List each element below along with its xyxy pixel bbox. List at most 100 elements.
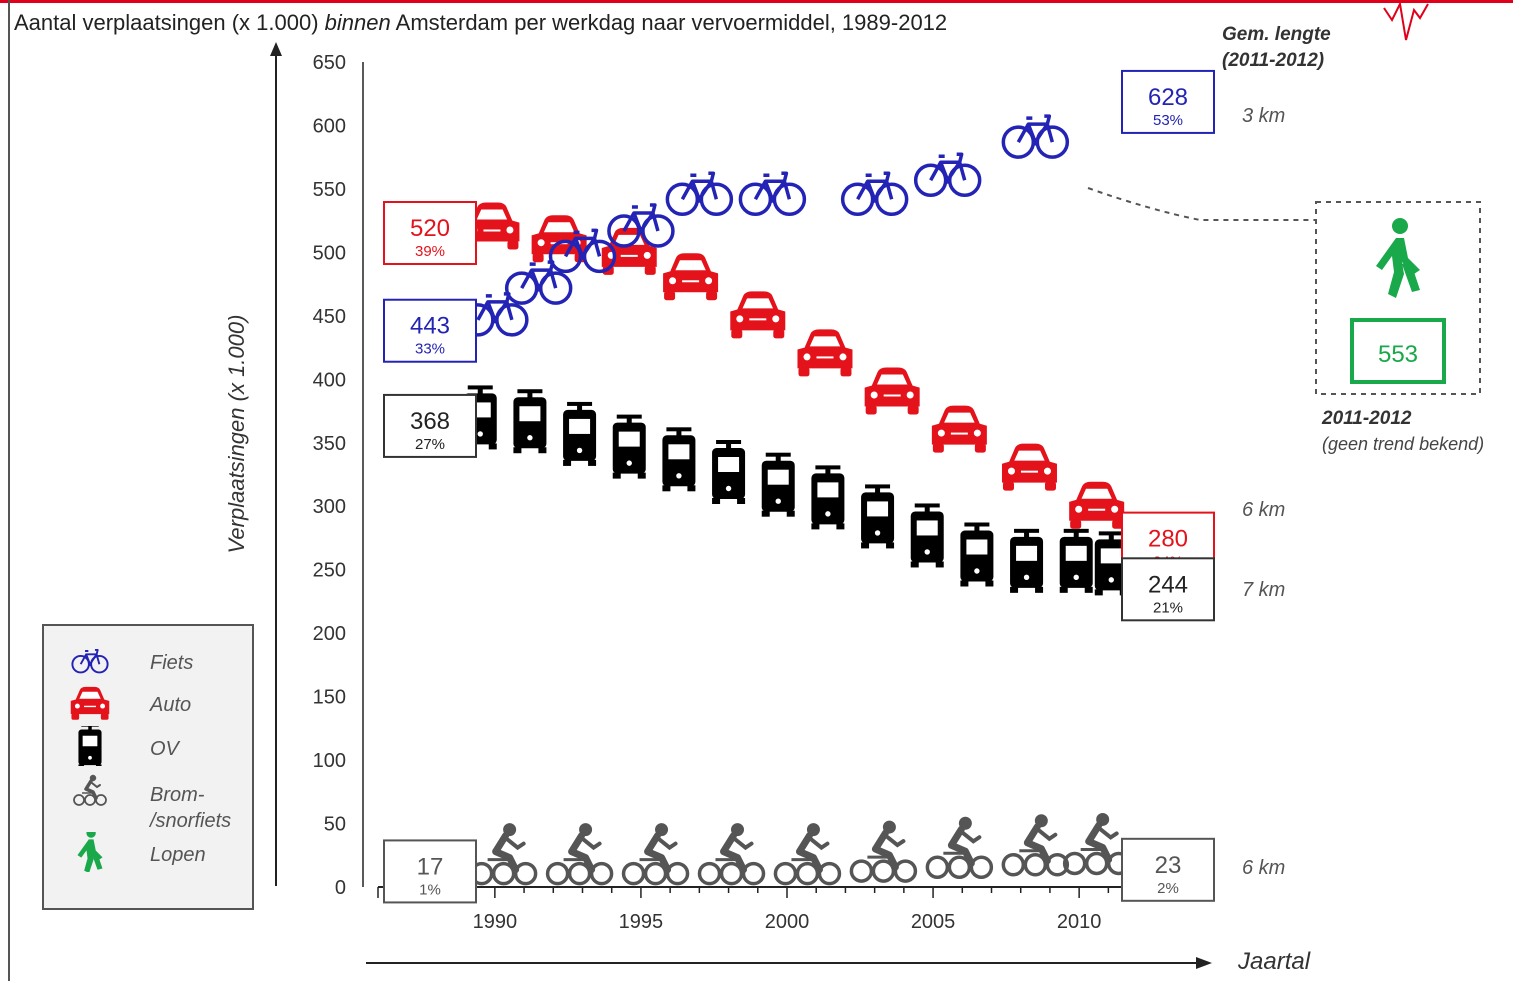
tram-marker <box>1010 528 1044 593</box>
tram-marker <box>612 414 646 479</box>
decorative-squiggle <box>1383 0 1429 41</box>
car-marker <box>931 405 987 453</box>
tram-end-box-share: 21% <box>1153 599 1183 616</box>
walking-dashed-box <box>1315 201 1481 395</box>
y-tick-label: 150 <box>313 687 346 709</box>
y-tick-label: 100 <box>313 750 346 772</box>
y-tick-label: 650 <box>313 52 346 74</box>
moped-end-box-share: 2% <box>1157 880 1179 897</box>
tram-marker <box>662 427 696 492</box>
legend-item-lopen: Lopen <box>44 832 254 872</box>
tram-end-box-frame <box>1121 557 1215 622</box>
moped-end-box: 232% <box>1121 837 1215 902</box>
bike-marker <box>840 171 909 217</box>
tram-marker <box>563 401 597 466</box>
legend-label: Fiets <box>150 652 194 674</box>
legend-label: OV <box>150 738 179 760</box>
bicycle-icon-glyph <box>71 648 109 674</box>
avg-length-header-line1: Gem. lengte <box>1222 24 1331 45</box>
pedestrian-icon <box>77 832 103 872</box>
moped-start-box-frame <box>383 839 477 904</box>
legend-item-brom: Brom- /snorfiets <box>44 772 254 832</box>
car-start-box-share: 39% <box>415 243 445 260</box>
tram-marker <box>761 452 795 517</box>
title-part-1: Aantal verplaatsingen (x 1.000) <box>14 10 319 35</box>
legend-item-fiets: Fiets <box>44 640 254 680</box>
y-tick-label: 50 <box>324 814 346 836</box>
car-end-box-value: 280 <box>1148 526 1188 553</box>
walking-pedestrian-icon <box>1376 218 1420 298</box>
car-start-box-value: 520 <box>410 215 450 242</box>
bike-start-box-value: 443 <box>410 313 450 340</box>
avg-length-header-line2: (2011-2012) <box>1222 50 1325 71</box>
tram-avg-length: 7 km <box>1242 579 1285 601</box>
car-marker <box>797 329 853 377</box>
moped-marker <box>624 824 688 884</box>
bike-avg-length: 3 km <box>1242 105 1285 127</box>
x-axis-arrowhead <box>1196 957 1212 969</box>
bike-start-box-share: 33% <box>415 341 445 358</box>
car-avg-length: 6 km <box>1242 499 1285 521</box>
tram-start-box-frame <box>383 393 477 458</box>
y-axis-label: Verplaatsingen (x 1.000) <box>224 315 249 554</box>
moped-marker <box>775 824 839 884</box>
tram-icon-glyph <box>78 726 102 766</box>
tram-marker <box>712 440 746 504</box>
car-start-box-frame <box>383 201 477 265</box>
tram-marker <box>513 389 547 454</box>
moped-end-box-frame <box>1121 837 1215 902</box>
tram-end-box-value: 244 <box>1148 571 1188 598</box>
bike-marker <box>738 171 807 217</box>
moped-marker <box>699 824 763 884</box>
tram-marker <box>910 503 944 568</box>
car-marker <box>663 253 719 301</box>
moped-marker <box>927 817 991 877</box>
top-border <box>0 0 1513 3</box>
moped-avg-length: 6 km <box>1242 857 1285 879</box>
y-tick-label: 400 <box>313 369 346 391</box>
walking-period-note: 2011-2012 <box>1322 408 1412 429</box>
x-tick-label: 1995 <box>619 911 664 933</box>
title-part-3: Amsterdam per werkdag naar vervoermiddel… <box>395 10 948 35</box>
x-tick-label: 2000 <box>765 911 810 933</box>
pedestrian-icon-glyph <box>77 832 103 872</box>
moped-marker <box>548 824 612 884</box>
y-tick-label: 300 <box>313 496 346 518</box>
car-marker <box>864 367 920 415</box>
tram-marker <box>861 484 895 549</box>
walking-value-frame <box>1350 318 1446 384</box>
bike-end-box-frame <box>1121 69 1215 134</box>
bike-end-box-share: 53% <box>1153 112 1183 129</box>
x-axis-label: Jaartal <box>1238 948 1311 975</box>
moped-marker <box>472 824 536 884</box>
legend-label: Auto <box>150 694 192 716</box>
legend-label: Brom- /snorfiets <box>150 784 232 832</box>
title-part-2: binnen <box>324 10 391 35</box>
moped-end-box-value: 23 <box>1155 852 1182 879</box>
y-tick-label: 250 <box>313 560 346 582</box>
y-tick-label: 200 <box>313 623 346 645</box>
y-tick-label: 600 <box>313 115 346 137</box>
moped-start-box: 171% <box>383 839 477 904</box>
left-border <box>8 0 10 981</box>
moped-marker <box>1065 813 1129 873</box>
legend-label: Lopen <box>150 844 206 866</box>
chart-title: Aantal verplaatsingen (x 1.000) binnen A… <box>14 10 947 36</box>
bike-start-box-frame <box>383 298 477 363</box>
walking-value: 553 <box>1378 341 1418 368</box>
tram-icon <box>78 726 102 766</box>
bicycle-icon <box>71 648 109 674</box>
bike-marker <box>1001 114 1070 159</box>
y-tick-label: 500 <box>313 242 346 264</box>
avg-length-header: Gem. lengte (2011-2012) <box>1222 22 1331 74</box>
tram-start-box-value: 368 <box>410 408 450 435</box>
car-icon-glyph <box>70 686 110 720</box>
bike-marker <box>504 260 573 305</box>
tram-start-box-share: 27% <box>415 436 445 453</box>
bike-end-box-value: 628 <box>1148 84 1188 111</box>
y-tick-label: 550 <box>313 179 346 201</box>
